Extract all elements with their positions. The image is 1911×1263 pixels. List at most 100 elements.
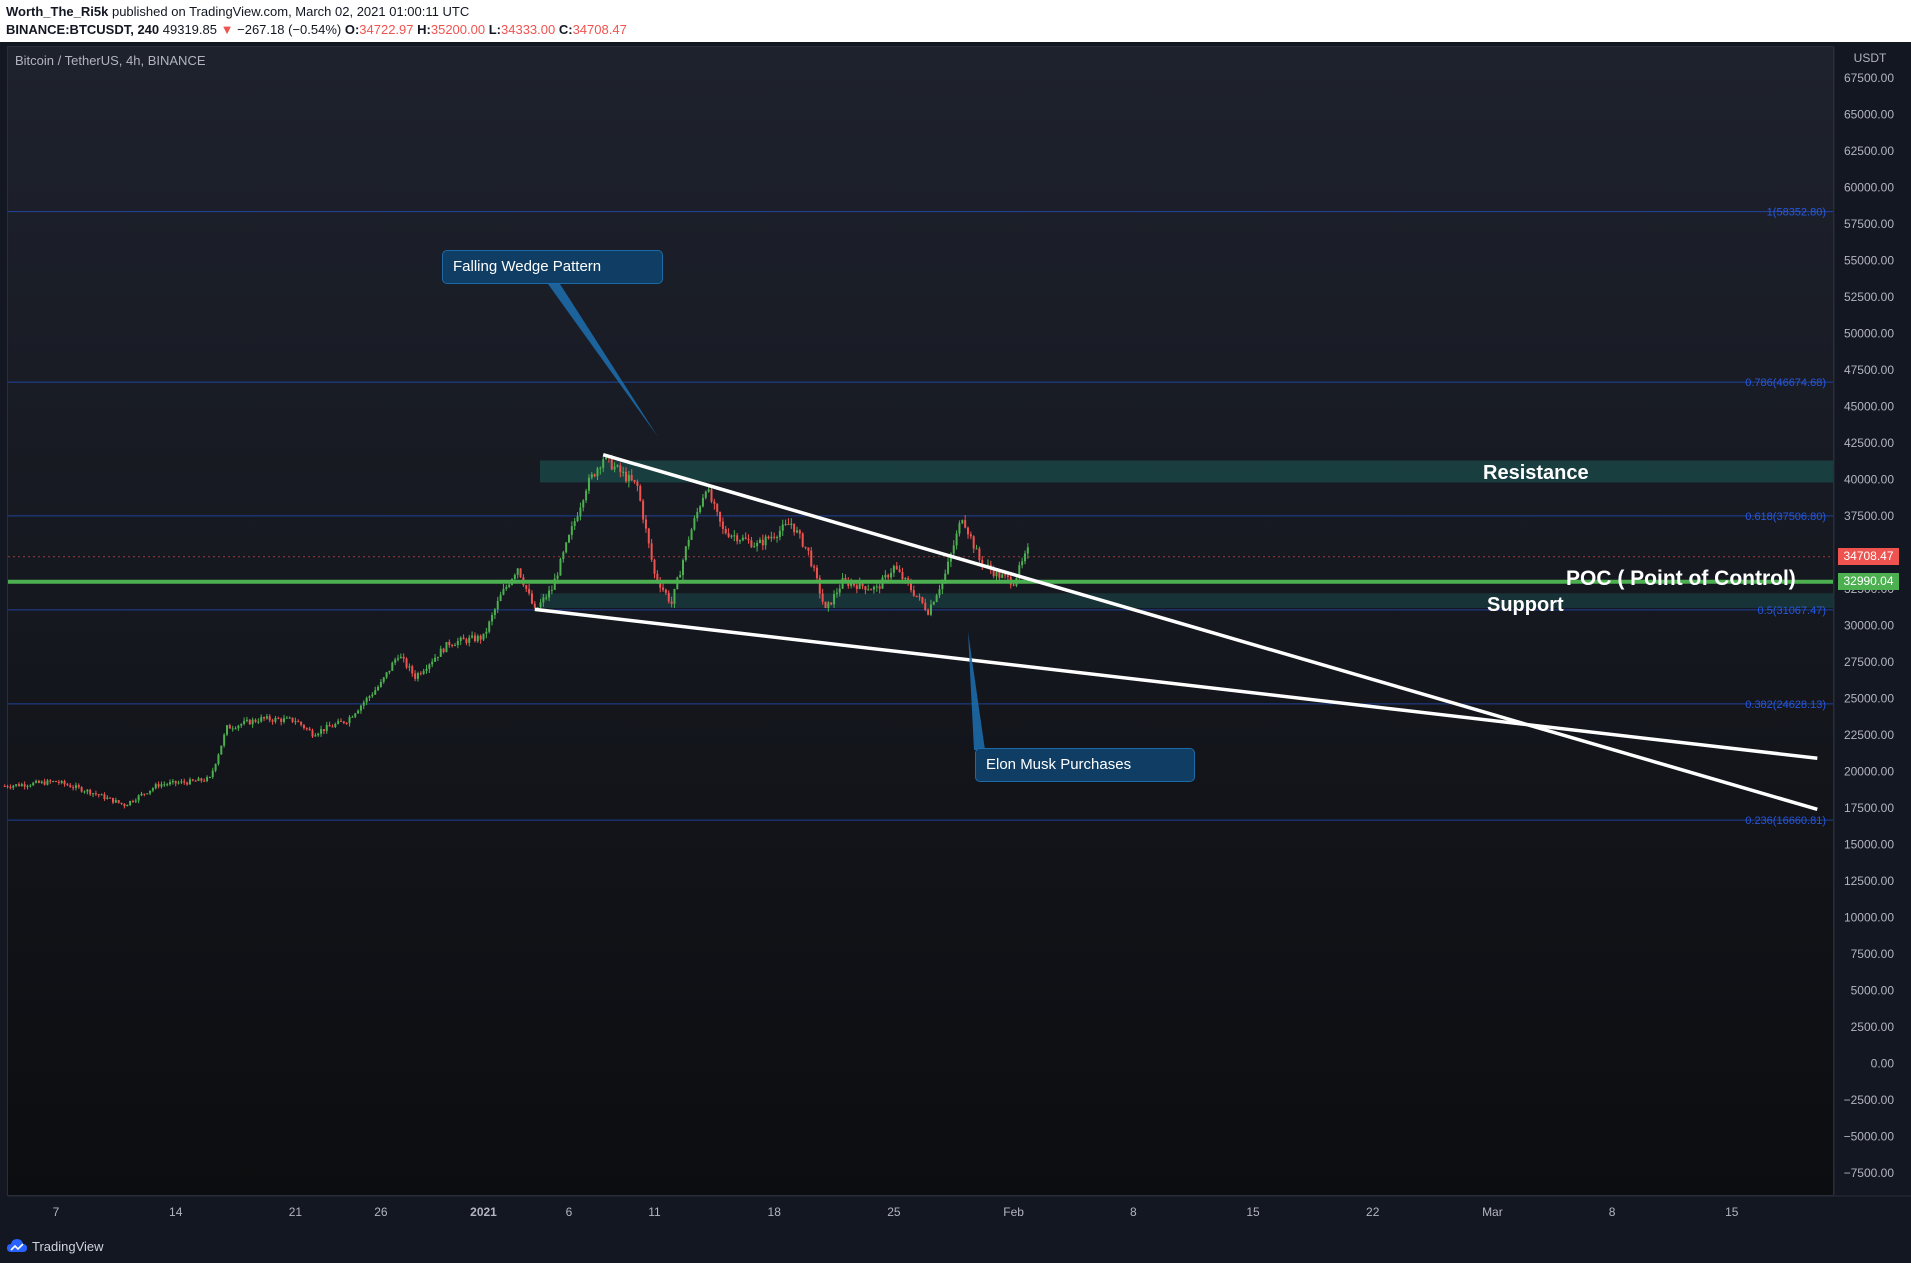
candle-body bbox=[485, 631, 488, 634]
candle-body bbox=[342, 721, 345, 723]
candle-body bbox=[362, 702, 365, 706]
candle-body bbox=[314, 735, 317, 737]
candle-body bbox=[197, 778, 200, 781]
candle-body bbox=[83, 791, 86, 793]
candle-body bbox=[203, 780, 206, 782]
candle-body bbox=[642, 500, 645, 520]
footer-bar bbox=[0, 1236, 1911, 1263]
candle-body bbox=[929, 604, 932, 615]
candle-body bbox=[895, 565, 898, 570]
candle-body bbox=[160, 784, 163, 787]
candle-body bbox=[975, 548, 978, 550]
candle-body bbox=[764, 536, 767, 546]
candle-body bbox=[744, 537, 747, 539]
resistance-zone bbox=[540, 460, 1833, 483]
candle-body bbox=[636, 481, 639, 486]
candle-body bbox=[194, 780, 197, 782]
elon-musk-callout[interactable]: Elon Musk Purchases bbox=[975, 748, 1195, 782]
candle-body bbox=[171, 780, 174, 783]
x-tick-label: 25 bbox=[887, 1205, 901, 1219]
candle-body bbox=[66, 784, 69, 786]
candle-body bbox=[650, 543, 653, 560]
candle-body bbox=[263, 717, 266, 719]
x-tick-label: 14 bbox=[169, 1205, 183, 1219]
candle-body bbox=[508, 584, 511, 587]
candle-body bbox=[696, 511, 699, 519]
candle-body bbox=[798, 530, 801, 534]
candle-body bbox=[528, 588, 531, 594]
candle-body bbox=[320, 729, 323, 734]
chart-pane[interactable] bbox=[7, 46, 1834, 1196]
candle-body bbox=[237, 725, 240, 729]
candle-body bbox=[388, 670, 391, 673]
y-tick-label: 15000.00 bbox=[1844, 837, 1894, 851]
candle-body bbox=[938, 589, 941, 596]
candle-body bbox=[910, 583, 912, 591]
candle-body bbox=[998, 571, 1001, 578]
tradingview-cloud-icon bbox=[7, 1239, 27, 1252]
candle-body bbox=[72, 787, 75, 789]
candle-body bbox=[844, 578, 847, 581]
candle-body bbox=[399, 656, 402, 659]
candle-body bbox=[428, 664, 431, 669]
candle-body bbox=[693, 518, 696, 530]
y-tick-label: 17500.00 bbox=[1844, 801, 1894, 815]
x-tick-label: 8 bbox=[1130, 1205, 1137, 1219]
candle-body bbox=[915, 595, 918, 597]
candle-body bbox=[830, 602, 833, 605]
candle-body bbox=[630, 474, 633, 481]
candle-body bbox=[371, 694, 374, 697]
candle-body bbox=[499, 594, 502, 601]
candle-body bbox=[493, 609, 496, 616]
candle-body bbox=[479, 635, 482, 640]
candle-body bbox=[884, 574, 887, 578]
candle-body bbox=[533, 603, 536, 608]
candle-body bbox=[385, 672, 388, 678]
candle-body bbox=[117, 800, 120, 803]
candle-body bbox=[49, 780, 52, 782]
published-text: published on TradingView.com, March 02, … bbox=[111, 4, 470, 19]
x-tick-label: 15 bbox=[1725, 1205, 1739, 1219]
candle-body bbox=[55, 781, 57, 783]
candle-body bbox=[368, 696, 371, 698]
candle-body bbox=[251, 719, 254, 725]
candle-body bbox=[3, 785, 6, 787]
candle-body bbox=[451, 645, 454, 647]
candle-body bbox=[280, 718, 283, 722]
y-tick-label: 20000.00 bbox=[1844, 764, 1894, 778]
tradingview-logo[interactable]: TradingView bbox=[6, 1238, 104, 1254]
candle-body bbox=[824, 601, 827, 609]
candle-body bbox=[525, 585, 528, 589]
candle-body bbox=[756, 542, 759, 547]
candle-body bbox=[331, 726, 334, 728]
candle-body bbox=[442, 648, 445, 653]
candle-body bbox=[1001, 574, 1004, 578]
candle-body bbox=[770, 536, 773, 539]
candle-body bbox=[682, 560, 684, 576]
y-tick-label: 0.00 bbox=[1871, 1056, 1895, 1070]
candle-body bbox=[807, 547, 810, 551]
poc-price-tag: 32990.04 bbox=[1838, 573, 1899, 591]
fib-level-label: 0.618(37506.80) bbox=[1745, 511, 1826, 523]
candle-body bbox=[716, 503, 719, 512]
candle-body bbox=[613, 466, 616, 470]
candle-body bbox=[402, 656, 405, 659]
candle-body bbox=[348, 717, 351, 724]
candle-body bbox=[542, 597, 545, 603]
candle-body bbox=[60, 781, 63, 783]
candle-body bbox=[605, 455, 608, 460]
candle-body bbox=[853, 583, 855, 586]
candle-body bbox=[240, 724, 243, 726]
candle-body bbox=[200, 778, 203, 781]
candle-body bbox=[553, 578, 556, 590]
candle-body bbox=[750, 540, 753, 548]
candle-body bbox=[365, 697, 368, 703]
falling-wedge-callout[interactable]: Falling Wedge Pattern bbox=[442, 250, 663, 284]
candle-body bbox=[935, 595, 938, 602]
candle-body bbox=[958, 523, 961, 534]
falling-wedge-pointer bbox=[548, 284, 658, 437]
author-name[interactable]: Worth_The_Ri5k bbox=[6, 4, 109, 19]
candle-body bbox=[644, 519, 647, 529]
candle-body bbox=[924, 602, 927, 610]
